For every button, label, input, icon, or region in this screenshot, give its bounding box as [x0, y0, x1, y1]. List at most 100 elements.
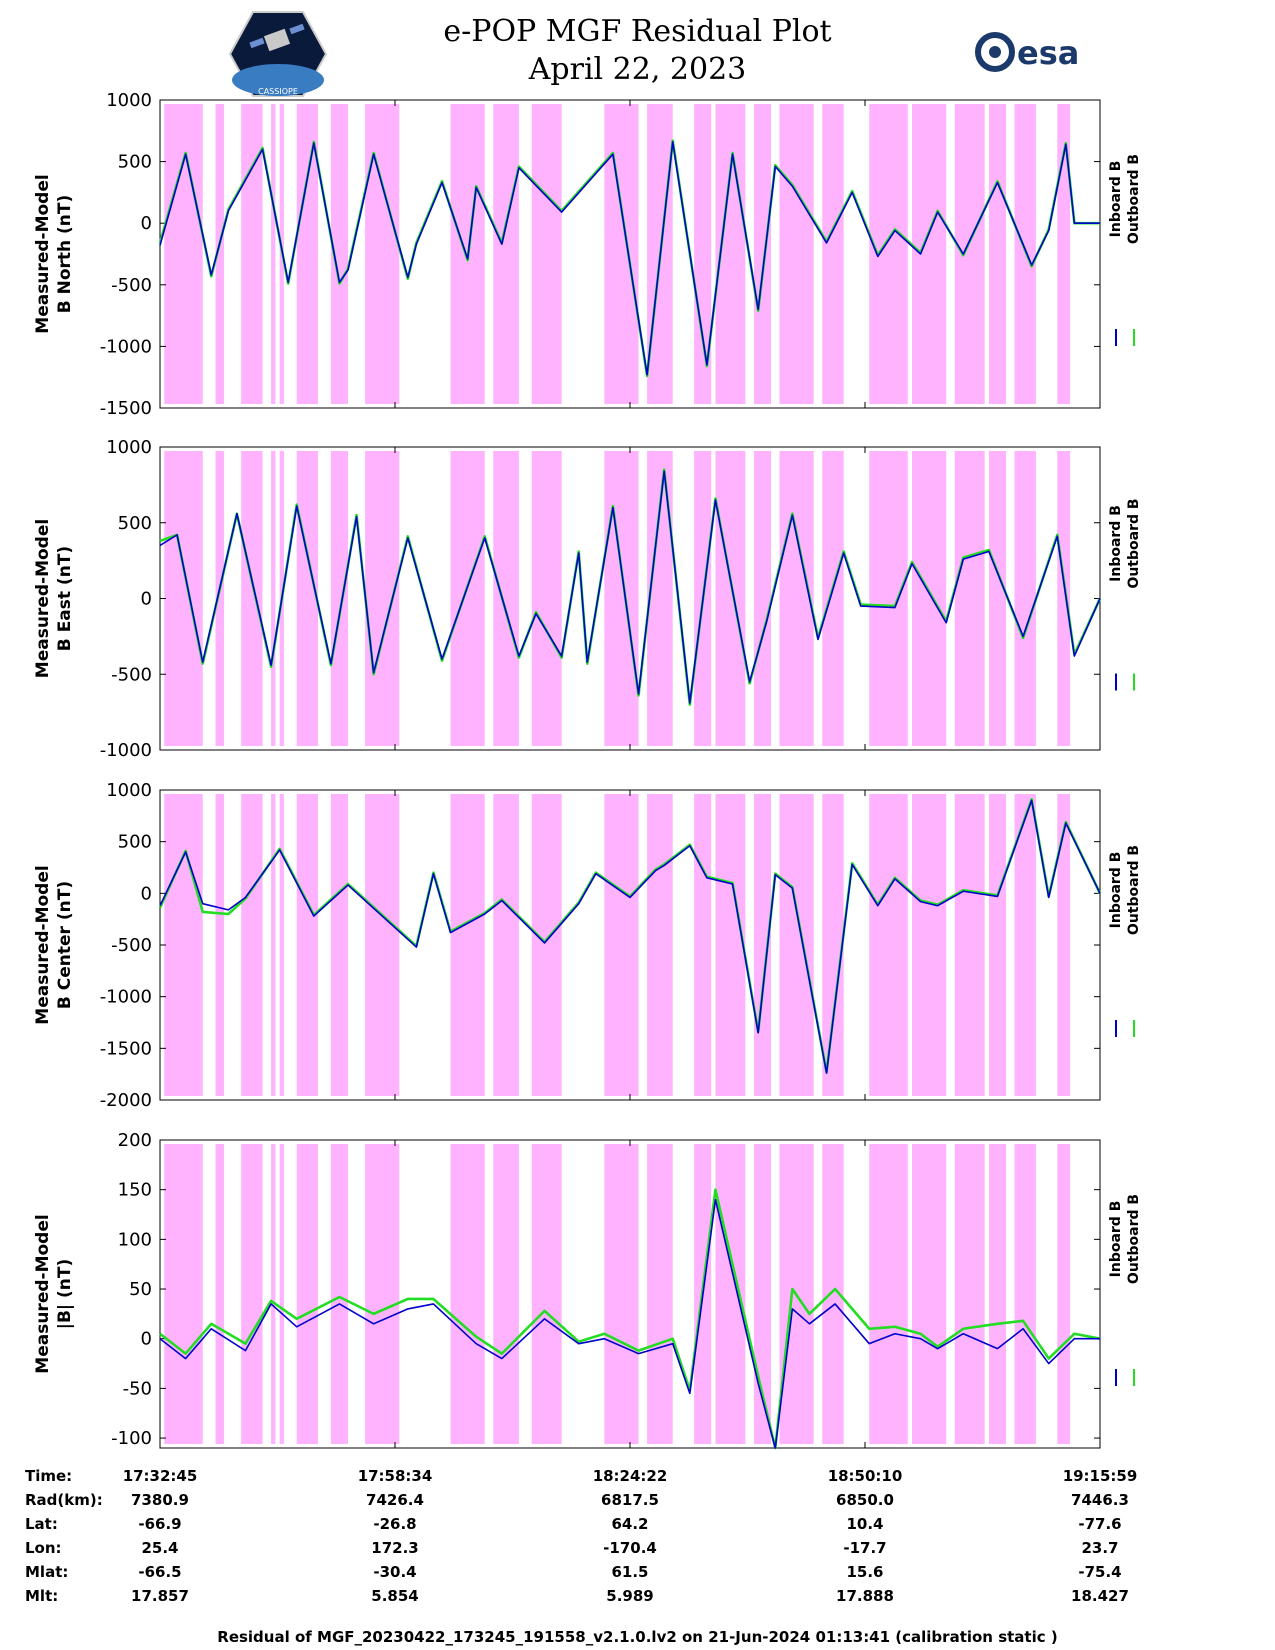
shade-band: [241, 104, 263, 404]
shade-band: [869, 451, 908, 746]
shade-band: [822, 451, 844, 746]
info-row-label: Mlt:: [25, 1587, 59, 1605]
info-cell: 61.5: [611, 1563, 649, 1581]
y-axis-label: Measured-Model: [33, 1214, 53, 1373]
shade-band: [1014, 794, 1036, 1096]
info-cell: -26.8: [373, 1515, 417, 1533]
shade-band: [450, 794, 485, 1096]
info-cell: -30.4: [373, 1563, 417, 1581]
info-cell: -17.7: [843, 1539, 887, 1557]
info-cell: 19:15:59: [1062, 1467, 1138, 1485]
shade-band: [604, 104, 639, 404]
info-cell: -77.6: [1078, 1515, 1122, 1533]
shade-band: [1057, 451, 1071, 746]
y-tick-label: -500: [111, 275, 152, 296]
shade-band: [531, 451, 562, 746]
shade-band: [330, 451, 348, 746]
footer-caption: Residual of MGF_20230422_173245_191558_v…: [217, 1628, 1058, 1646]
shade-band: [822, 104, 844, 404]
shade-band: [365, 104, 400, 404]
shade-band: [954, 451, 985, 746]
shade-band: [647, 794, 673, 1096]
info-cell: 17:32:45: [122, 1467, 198, 1485]
shade-band: [954, 794, 985, 1096]
y-tick-label: -1000: [100, 740, 152, 761]
legend-inboard-label: Inboard B: [1108, 161, 1124, 238]
y-axis-label: |B| (nT): [55, 1259, 75, 1330]
y-tick-label: -100: [111, 1428, 152, 1449]
shade-band: [296, 1144, 319, 1444]
shade-band: [493, 794, 519, 1096]
shade-band: [1014, 451, 1036, 746]
info-cell: 172.3: [371, 1539, 419, 1557]
shade-band: [296, 794, 319, 1096]
y-tick-label: -500: [111, 935, 152, 956]
shade-band: [493, 451, 519, 746]
y-tick-label: 100: [118, 1229, 152, 1250]
shade-band: [365, 451, 400, 746]
shade-band: [531, 794, 562, 1096]
info-cell: -66.9: [138, 1515, 182, 1533]
shade-band: [164, 1144, 203, 1444]
info-row-label: Lat:: [25, 1515, 58, 1533]
info-row-label: Mlat:: [25, 1563, 69, 1581]
shade-band: [988, 451, 1006, 746]
info-cell: 25.4: [141, 1539, 179, 1557]
info-cell: -170.4: [603, 1539, 657, 1557]
y-tick-label: 1000: [106, 780, 152, 801]
y-tick-label: 150: [118, 1180, 152, 1201]
shade-band: [493, 104, 519, 404]
cassiope-logo: CASSIOPE: [228, 11, 328, 97]
shade-band: [215, 794, 225, 1096]
info-cell: 23.7: [1081, 1539, 1119, 1557]
info-cell: 5.989: [606, 1587, 654, 1605]
info-cell: 18.427: [1071, 1587, 1129, 1605]
shade-band: [279, 1144, 284, 1444]
shade-band: [715, 794, 746, 1096]
shade-band: [330, 794, 348, 1096]
info-cell: 5.854: [371, 1587, 419, 1605]
esa-logo: esa: [975, 32, 1079, 72]
svg-text:esa: esa: [1017, 34, 1079, 72]
shade-band: [215, 451, 225, 746]
shade-band: [296, 451, 319, 746]
shade-band: [647, 1144, 673, 1444]
info-cell: 15.6: [846, 1563, 884, 1581]
shade-band: [241, 794, 263, 1096]
chart-title: e-POP MGF Residual Plot: [443, 14, 832, 49]
y-tick-label: 500: [118, 832, 152, 853]
shade-band: [1014, 104, 1036, 404]
y-tick-label: -1000: [100, 987, 152, 1008]
shade-band: [1057, 1144, 1071, 1444]
shade-band: [279, 794, 284, 1096]
shade-band: [241, 451, 263, 746]
y-axis-label: B East (nT): [55, 546, 75, 651]
svg-text:CASSIOPE: CASSIOPE: [258, 87, 298, 96]
shade-band: [988, 794, 1006, 1096]
legend-inboard-label: Inboard B: [1108, 852, 1124, 929]
y-tick-label: 0: [141, 1329, 152, 1350]
shade-band: [988, 104, 1006, 404]
inboard-series-line: [159, 470, 1101, 704]
shade-band: [365, 1144, 400, 1444]
outboard-series-line: [159, 1188, 1101, 1450]
y-tick-label: -1500: [100, 1038, 152, 1059]
shade-band: [493, 1144, 519, 1444]
y-tick-label: 0: [141, 213, 152, 234]
info-cell: 18:50:10: [827, 1467, 903, 1485]
shade-band: [753, 104, 771, 404]
y-tick-label: 200: [118, 1130, 152, 1151]
shade-band: [450, 1144, 485, 1444]
info-cell: -75.4: [1078, 1563, 1122, 1581]
legend-outboard-label: Outboard B: [1126, 498, 1142, 588]
legend-outboard-label: Outboard B: [1126, 1194, 1142, 1284]
info-cell: 18:24:22: [592, 1467, 668, 1485]
shade-band: [912, 104, 947, 404]
shade-band: [531, 104, 562, 404]
shade-band: [1057, 794, 1071, 1096]
info-cell: 17.888: [836, 1587, 894, 1605]
shade-band: [912, 451, 947, 746]
legend-inboard-label: Inboard B: [1108, 505, 1124, 582]
shade-band: [271, 1144, 276, 1444]
